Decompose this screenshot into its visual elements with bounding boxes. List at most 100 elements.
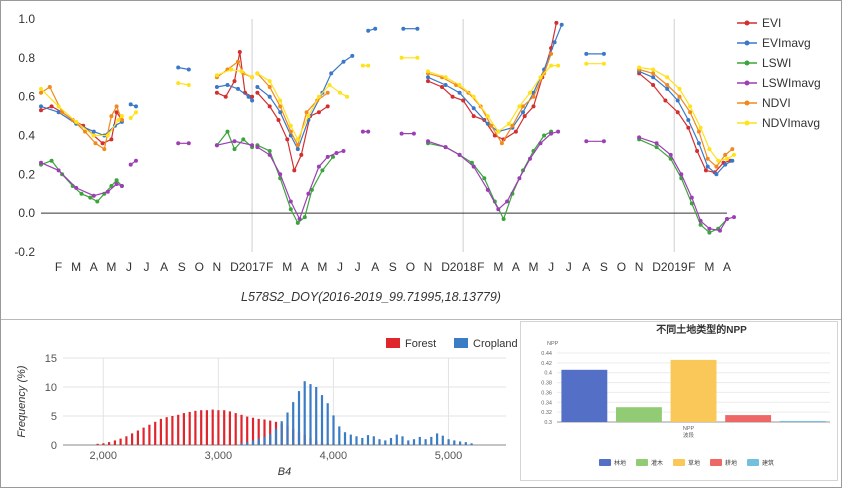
data-point (119, 184, 124, 188)
x-tick-label: J (126, 260, 132, 274)
data-point (255, 90, 260, 95)
histogram-bar (441, 435, 444, 445)
histogram-bar (453, 440, 456, 445)
data-point (513, 129, 518, 134)
legend-swatch (673, 459, 685, 466)
data-point (399, 131, 404, 136)
data-point (325, 90, 330, 95)
y-tick-label: 10 (45, 382, 57, 394)
data-point (651, 67, 656, 72)
data-point (39, 160, 43, 165)
data-point (651, 71, 656, 76)
data-point (373, 26, 378, 31)
histogram-bar (372, 436, 375, 445)
data-point (705, 164, 710, 169)
series-lswi (39, 129, 729, 235)
data-point (241, 137, 246, 142)
data-point (637, 135, 642, 140)
data-point (698, 125, 703, 130)
npp-y-axis-label: NPP (547, 341, 559, 347)
histogram-bar (297, 391, 301, 445)
data-point (214, 73, 219, 78)
data-point (716, 158, 721, 163)
histogram-bar (470, 443, 473, 445)
data-point (116, 118, 121, 122)
histogram-bar (263, 436, 266, 445)
data-point (47, 85, 52, 89)
series-line (638, 138, 728, 234)
data-point (350, 53, 355, 58)
x-tick-label: A (90, 260, 98, 274)
data-point (531, 94, 536, 99)
histogram-bar (217, 410, 220, 445)
histogram-bar (223, 410, 226, 445)
y-tick-label: 1.0 (18, 12, 35, 26)
data-point (214, 143, 219, 148)
data-point (186, 83, 191, 87)
data-point (505, 199, 510, 204)
data-point (695, 149, 700, 153)
data-point (528, 90, 532, 95)
data-point (134, 110, 138, 115)
data-point (49, 104, 54, 109)
x-tick-label: M (493, 260, 503, 274)
divider (1, 319, 841, 320)
legend-label: Cropland (473, 338, 518, 350)
x-tick-label: F (688, 260, 695, 274)
histogram-bar (102, 443, 105, 445)
series-line (257, 55, 353, 151)
data-point (552, 40, 557, 45)
data-point (665, 83, 670, 87)
data-point (225, 83, 230, 87)
data-point (329, 71, 334, 76)
data-point (119, 118, 124, 122)
data-point (297, 217, 302, 221)
histogram-bar (338, 426, 341, 445)
histogram-bar (125, 436, 128, 445)
data-point (95, 199, 100, 204)
y-tick-label: 0.34 (541, 400, 552, 406)
data-point (663, 98, 668, 103)
data-point (415, 55, 420, 60)
histogram-bar (395, 434, 398, 445)
histogram-bar (269, 420, 272, 445)
histogram-bar (430, 436, 433, 445)
histogram-bar (240, 414, 243, 445)
npp-bar-3 (670, 359, 717, 422)
data-point (276, 118, 281, 122)
data-point (288, 123, 293, 128)
data-point (39, 108, 43, 113)
histogram-bar (251, 417, 255, 445)
series-ndvi (39, 51, 735, 169)
data-point (554, 20, 559, 25)
data-point (698, 218, 703, 223)
data-point (109, 137, 114, 142)
data-point (267, 152, 272, 157)
data-point (334, 151, 339, 155)
histogram-bar (194, 410, 197, 445)
legend-marker (744, 120, 750, 126)
data-point (549, 51, 554, 56)
legend-swatch (636, 459, 648, 466)
data-point (450, 94, 455, 99)
data-point (688, 104, 693, 109)
data-point (255, 85, 260, 89)
data-point (651, 83, 656, 87)
data-point (426, 79, 430, 84)
data-point (559, 22, 564, 27)
histogram-bar (309, 384, 312, 445)
data-point (114, 110, 119, 115)
data-point (105, 189, 110, 194)
histogram-bar (349, 434, 352, 445)
histogram-bar (154, 421, 157, 445)
data-point (426, 75, 430, 80)
x-tick-label: N (635, 260, 644, 274)
y-tick-label: -0.2 (14, 245, 35, 259)
data-point (531, 104, 536, 109)
data-point (93, 141, 98, 146)
x-tick-label: O (195, 260, 204, 274)
data-point (707, 230, 712, 235)
data-point (316, 110, 321, 115)
x-tick-label: F (266, 260, 273, 274)
data-point (689, 201, 694, 206)
